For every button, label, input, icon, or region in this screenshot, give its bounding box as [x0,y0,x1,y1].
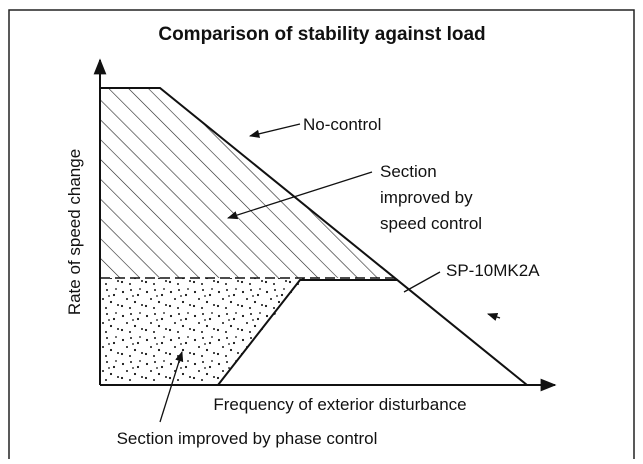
arrow [487,313,501,321]
annotation: Section [380,162,437,181]
y-axis-label: Rate of speed change [65,149,84,315]
title: Comparison of stability against load [158,24,485,45]
phase-control-region [100,278,305,385]
annotation: improved by [380,188,473,207]
arrow [227,171,373,220]
frame [8,9,635,459]
annotation: No-control [303,115,381,134]
annotation: speed control [380,214,482,233]
speed-control-region [100,88,395,278]
leader-line [403,271,441,293]
no-control-curve [100,87,528,386]
x-axis-label: Frequency of exterior disturbance [213,395,466,414]
annotation: SP-10MK2A [446,261,540,280]
arrow [159,351,184,423]
sp10mk2a-curve [217,279,398,386]
arrow [248,123,301,138]
annotation: Section improved by phase control [117,429,378,448]
